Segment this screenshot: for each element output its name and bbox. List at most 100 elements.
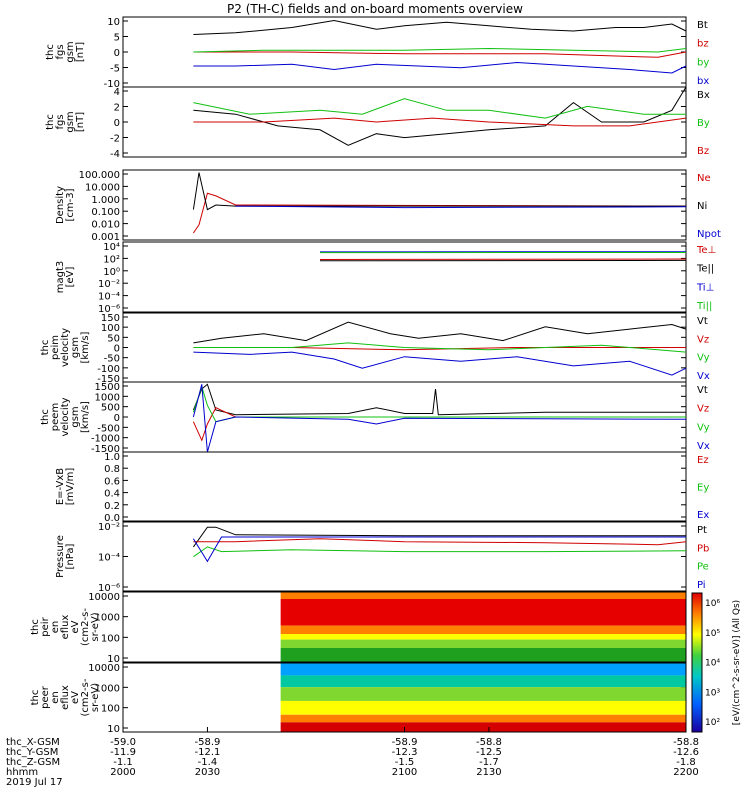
y-axis-label-line: peem <box>50 403 61 431</box>
y-axis-label-line: E=-VxB <box>55 468 66 505</box>
y-tick-label: 1.0 <box>104 452 120 463</box>
footer-value-x: -59.0 <box>110 737 136 748</box>
y-tick-label: 1000 <box>95 392 120 403</box>
footer-value-y: -11.9 <box>110 747 136 758</box>
y-tick-label: 0.4 <box>104 489 120 500</box>
footer-value-z: -1.1 <box>113 757 133 768</box>
y-tick-label: 10⁻² <box>98 279 120 290</box>
spectrogram-band <box>280 700 686 715</box>
y-tick-label: 4 <box>114 87 120 98</box>
legend-entry: Pi <box>697 580 706 591</box>
y-axis-label-line: fgs <box>55 44 66 59</box>
legend-entry: By <box>697 118 710 129</box>
y-axis-label-line: Pressure <box>55 535 66 578</box>
y-axis-label-line: thc <box>30 619 41 635</box>
y-tick-label: 100 <box>101 323 120 334</box>
y-tick-label: 100 <box>101 633 120 644</box>
y-tick-label: 0 <box>114 413 120 424</box>
figure-title: P2 (TH-C) fields and on-board moments ov… <box>227 2 523 16</box>
spectrogram-band <box>280 675 686 688</box>
y-tick-label: 10.000 <box>85 182 120 193</box>
colorbar-unit-label: [eV/(cm^2-s-sr-eV)] (All Qs) <box>732 600 742 725</box>
y-axis-label-line: magt3 <box>55 261 66 294</box>
footer-value-hhmm: 2030 <box>194 767 221 778</box>
legend-entry: Vy <box>697 353 710 364</box>
y-axis-label-line: [nT] <box>75 42 86 62</box>
y-axis-label-line: thc <box>40 409 51 425</box>
y-axis-label-line: eflux <box>60 615 71 640</box>
y-tick-label: 10⁻² <box>98 522 120 533</box>
series-Ni-line <box>192 172 686 211</box>
y-tick-label: 50 <box>107 333 120 344</box>
y-tick-label: 5 <box>114 33 120 44</box>
spectrogram-band <box>280 592 686 599</box>
y-tick-label: 10⁻⁶ <box>98 583 120 594</box>
y-tick-label: 10⁻⁴ <box>98 553 120 564</box>
y-tick-label: 10⁻⁴ <box>98 292 120 303</box>
series-Ne-line <box>192 192 687 234</box>
legend-entry: Pt <box>697 525 707 536</box>
panel-9-frame-top <box>122 591 687 663</box>
y-axis-label-line: gsm <box>70 406 81 427</box>
y-axis-label-line: eflux <box>60 685 71 710</box>
legend-entry: Ni <box>697 201 707 212</box>
series-Vx-line <box>193 351 687 376</box>
y-tick-label: 100.000 <box>79 170 120 181</box>
footer-value-x: -58.8 <box>476 737 502 748</box>
y-axis-label-line: [nPa] <box>65 543 76 569</box>
footer-row-label: 2019 Jul 17 <box>6 777 63 788</box>
legend-entry: Ti|| <box>696 301 712 312</box>
y-tick-label: 0.010 <box>91 220 120 231</box>
series-Pt-line <box>192 526 686 548</box>
y-axis-label-line: Density <box>55 186 66 224</box>
series-Bx-line <box>193 86 687 146</box>
y-axis-label-line: (cm2-s- <box>80 678 91 716</box>
y-tick-label: -10 <box>104 79 120 90</box>
y-tick-label: 0.001 <box>91 232 120 243</box>
y-axis-label-line: eV <box>70 691 81 704</box>
footer-value-hhmm: 2000 <box>110 767 136 778</box>
y-tick-label: 0.6 <box>104 476 120 487</box>
legend-entry: Ne <box>697 173 711 184</box>
footer-value-hhmm: 2130 <box>476 767 502 778</box>
legend-entry: Vx <box>697 441 710 452</box>
legend-entry: Te|| <box>696 264 714 275</box>
y-tick-label: -500 <box>97 423 120 434</box>
y-tick-label: 10 <box>107 654 120 665</box>
y-axis-label-line: (cm2-s- <box>80 608 91 646</box>
y-axis-label-line: en <box>50 621 61 634</box>
y-axis-label-line: peer <box>40 685 51 709</box>
series-Vy-line <box>193 342 687 353</box>
y-axis-label-line: [eV] <box>65 267 76 288</box>
series-Vx-line <box>192 384 687 453</box>
y-tick-label: 0 <box>114 48 120 59</box>
series-Npot-line <box>235 205 687 209</box>
panel-8-frame <box>122 521 687 592</box>
y-axis-label-line: gsm <box>65 41 76 62</box>
footer-value-z: -1.7 <box>479 757 499 768</box>
series-Vt-line <box>192 383 686 416</box>
y-tick-label: -5 <box>110 64 120 75</box>
y-tick-label: 0.100 <box>91 207 120 218</box>
y-axis-label-line: gsm <box>70 337 81 358</box>
legend-entry: Bx <box>697 90 710 101</box>
legend-entry: Pb <box>697 543 709 554</box>
y-axis-label-line: thc <box>45 114 56 130</box>
legend-entry: by <box>697 57 709 68</box>
y-axis-label-line: peir <box>40 616 51 636</box>
legend-entry: Npot <box>697 229 721 240</box>
spectrogram-band <box>280 634 686 640</box>
y-tick-label: 0.0 <box>104 513 120 524</box>
legend-entry: bx <box>697 76 709 87</box>
y-axis-label-line: sr-eV) <box>90 683 101 712</box>
y-tick-label: 10⁰ <box>103 267 120 278</box>
spectrogram-band <box>280 648 686 662</box>
colorbar-tick-label: 10² <box>705 718 720 728</box>
footer-row-label: thc_Z-GSM <box>6 757 61 768</box>
series-Bz-line <box>193 117 687 127</box>
series-bx-line <box>193 61 687 74</box>
legend-entry: Pe <box>697 562 709 573</box>
y-axis-label-line: thc <box>30 690 41 706</box>
legend-entry: Bz <box>697 146 709 157</box>
footer-value-y: -12.3 <box>391 747 418 758</box>
